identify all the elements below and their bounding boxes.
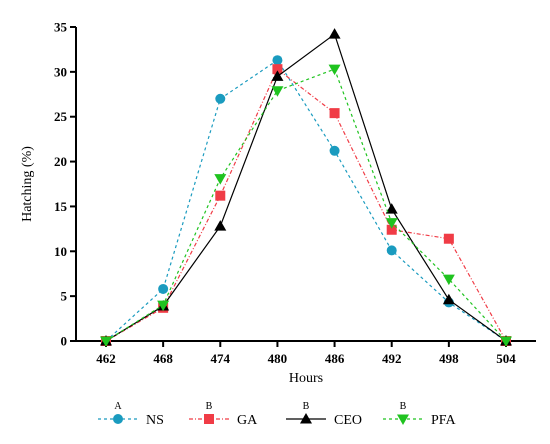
series-line-pfa (105, 68, 507, 342)
y-tick-label: 25 (54, 109, 68, 124)
y-tick-label: 30 (54, 64, 67, 79)
x-tick-label: 498 (439, 351, 459, 366)
data-point-pfa (385, 218, 398, 229)
data-point-pfa (100, 336, 112, 347)
legend-item-ceo: B CEO (286, 401, 362, 428)
data-point-ns (329, 145, 340, 156)
data-point-ns (158, 283, 169, 294)
series-layer (100, 28, 512, 347)
legend-label: CEO (334, 413, 362, 428)
data-point-pfa (328, 64, 341, 76)
x-axis-title: Hours (289, 371, 323, 386)
legend-group-label: B (400, 401, 407, 412)
y-tick-label: 35 (54, 20, 68, 35)
data-point-pfa (442, 274, 455, 286)
data-point-ga (215, 190, 226, 201)
data-point-ns (386, 245, 397, 256)
legend-marker-ga (204, 414, 214, 424)
y-tick-label: 0 (61, 334, 68, 349)
legend-item-pfa: B PFA (383, 401, 457, 428)
data-point-pfa (157, 300, 170, 312)
data-point-ns (215, 93, 226, 104)
legend-label: PFA (431, 413, 457, 428)
y-tick-label: 15 (54, 199, 68, 214)
legend-marker-ns (113, 414, 123, 424)
x-tick-label: 504 (496, 351, 516, 366)
data-point-ns (272, 55, 283, 66)
series-line-ceo (105, 33, 507, 342)
x-tick-label: 462 (96, 351, 116, 366)
legend-item-ns: A NS (98, 401, 164, 428)
legend-group-label: B (206, 401, 213, 412)
axes: 0 5 10 15 20 25 30 35 462 468 474 480 486 492 498 504 Ho… (20, 20, 536, 386)
legend-group-label: A (114, 401, 122, 412)
data-point-ceo (214, 220, 227, 231)
x-tick-label: 468 (153, 351, 173, 366)
data-point-pfa (271, 86, 284, 97)
y-tick-label: 10 (54, 244, 67, 259)
legend-item-ga: B GA (189, 401, 258, 428)
data-point-ga (386, 224, 397, 235)
data-point-ceo (385, 203, 398, 214)
data-point-pfa (500, 336, 512, 347)
data-point-ga (329, 108, 340, 119)
legend: A NS B GA B CEO B PFA (98, 401, 457, 428)
x-tick-label: 474 (211, 351, 231, 366)
data-point-ceo (271, 70, 284, 81)
y-tick-label: 20 (54, 154, 67, 169)
y-axis-title: Hatching (%) (20, 146, 35, 222)
series-pfa (100, 64, 512, 347)
series-ceo (100, 28, 512, 346)
data-point-ceo (328, 28, 341, 39)
legend-marker-pfa (397, 414, 409, 425)
y-tick-label: 5 (61, 289, 68, 304)
legend-group-label: B (303, 401, 310, 412)
data-point-pfa (214, 174, 227, 185)
x-tick-label: 486 (325, 351, 345, 366)
data-point-ga (272, 64, 283, 75)
data-point-ga (443, 233, 454, 244)
legend-label: NS (146, 413, 164, 428)
data-point-ceo (442, 293, 455, 305)
legend-marker-ceo (300, 413, 312, 424)
x-tick-label: 492 (382, 351, 402, 366)
x-tick-label: 480 (268, 351, 288, 366)
series-line-ns (105, 59, 507, 342)
legend-label: GA (237, 413, 258, 428)
series-line-ga (105, 68, 507, 342)
